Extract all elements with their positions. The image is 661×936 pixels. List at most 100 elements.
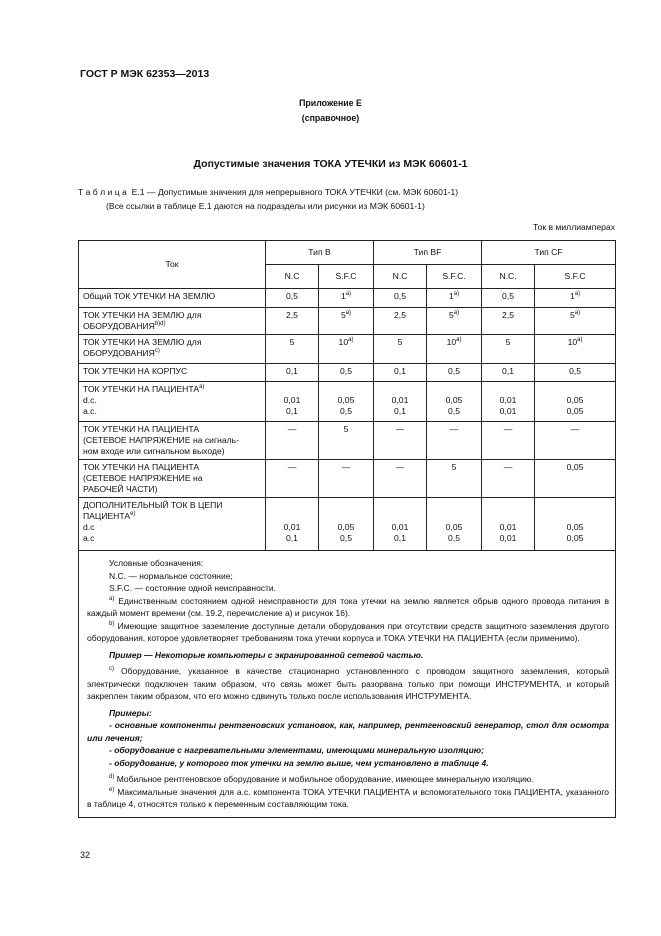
value-text: 0,5 [340,366,352,376]
caption-line-2: (Все ссылки в таблице Е.1 даются на подр… [106,201,425,211]
row-label: ТОК УТЕЧКИ НА ЗЕМЛЮ для ОБОРУДОВАНИЯc) [78,334,266,364]
row-label-line: ДОПОЛНИТЕЛЬНЫЙ ТОК В ЦЕПИ [83,500,261,511]
spacer [486,384,530,395]
value-text: 0,01 0,1 [283,395,301,416]
note-paragraph: S.F.C. — состояние одной неисправности. [87,582,609,595]
value-text: 0,01 0,01 [499,395,517,416]
value-text: — [287,462,297,472]
value-text: 0,01 0,1 [391,395,409,416]
subheader: S.F.C [317,264,375,289]
row-label-line: (СЕТЕВОЕ НАПРЯЖЕНИЕ на [83,473,261,484]
row-label-text: Общий ТОК УТЕЧКИ НА ЗЕМЛЮ [83,291,216,301]
cell-value: 2,5 [265,307,319,335]
cell-value: — [426,421,483,460]
note-paragraph: c) Оборудование, указанное в качестве ст… [87,665,609,703]
note-text: Единственным состоянием одной неисправно… [87,595,610,619]
cell-value: 10a) [534,334,617,364]
row-label: ТОК УТЕЧКИ НА ПАЦИЕНТА (СЕТЕВОЕ НАПРЯЖЕНИ… [78,421,266,460]
cell-value: — [373,421,428,460]
value-text: 0,05 0,5 [337,522,355,543]
note-paragraph: - оборудование с нагревательными элемент… [87,744,609,757]
spacer [270,384,314,395]
subheader-row: N.C S.F.C N.C S.F.C. N.C. S.F.C [79,264,617,289]
cell-value: 0,01 0,01 [481,381,536,422]
group-header: Тип B [264,240,375,265]
value-text: 0,5 [394,291,406,301]
table-caption: Т а б л и ц а Е.1 — Допустимые значения … [78,185,458,213]
row-label-text: ТОК УТЕЧКИ НА ПАЦИЕНТА [83,384,200,394]
cell-value: 0,1 [265,363,319,382]
note-paragraph: b) Имеющие защитное заземление доступные… [87,620,609,645]
cell-value: 0,01 0,1 [373,381,428,422]
row-label-line: ОБОРУДОВАНИЯb)d) [83,321,261,332]
spacer [431,500,477,511]
cell-value: 0,05 0,5 [317,497,375,551]
cell-value: 0,5 [265,288,319,308]
note-paragraph: Условные обозначения: [87,557,609,570]
cell-value: 5 [265,334,319,364]
footnote-ref: a) [345,291,352,298]
cell-value: 5 [317,421,375,460]
row-label: ТОК УТЕЧКИ НА КОРПУС [78,363,266,382]
cell-value: 1a) [534,288,617,308]
cell-value: — [265,421,319,460]
cell-value: 0,1 [481,363,536,382]
footnote-ref: a) [577,337,583,344]
value-text: 2,5 [502,310,514,320]
value-text: 5 [397,337,403,347]
value-text: 0,1 [502,366,514,376]
row-label-text: ТОК УТЕЧКИ НА КОРПУС [83,366,188,376]
spacer [323,500,369,511]
row-label-line: ТОК УТЕЧКИ НА КОРПУС [83,366,261,377]
spacer [378,384,422,395]
cell-value: 1a) [426,288,483,308]
annex-type: (справочное) [301,113,360,123]
row-label-text: d.c [83,522,95,532]
row-label-line: ОБОРУДОВАНИЯc) [83,348,261,359]
cell-value: 0,5 [534,363,617,382]
row-label-text: ПАЦИЕНТА [83,511,131,521]
spacer [378,511,422,522]
row-label-text: ном входе или сигнальном выходе) [83,446,225,456]
row-label: ТОК УТЕЧКИ НА ЗЕМЛЮ для ОБОРУДОВАНИЯb)d) [78,307,266,335]
value-text: 1 [340,291,346,301]
table-row: ДОПОЛНИТЕЛЬНЫЙ ТОК В ЦЕПИ ПАЦИЕНТАe) d.c a… [78,497,617,551]
spacer [323,511,369,522]
spacer [431,511,477,522]
value-text: 10 [446,337,457,347]
row-label-line: РАБОЧЕЙ ЧАСТИ) [83,484,261,495]
row-label-line: d.c. [83,395,261,406]
value-text: 5 [289,337,295,347]
row-label-line: ном входе или сигнальном выходе) [83,446,261,457]
table-row: ТОК УТЕЧКИ НА ПАЦИЕНТАa) d.c. a.c. 0,01 0,1… [78,381,617,422]
cell-value: 0,01 0,1 [265,497,319,551]
value-text: 5 [505,337,511,347]
note-paragraph: d) Мобильное рентгеновское оборудование … [87,773,609,786]
table-row: Общий ТОК УТЕЧКИ НА ЗЕМЛЮ 0,5 1a) 0,5 1a) 0,5… [78,288,617,308]
page-title: Допустимые значения ТОКА УТЕЧКИ из МЭК 6… [193,158,468,170]
row-label-text: ОБОРУДОВАНИЯ [83,348,155,358]
value-text: 2,5 [394,310,406,320]
cell-value: 10a) [426,334,483,364]
value-text: 0,5 [502,291,514,301]
footnote-ref: a) [574,291,581,298]
row-label-text: ТОК УТЕЧКИ НА ЗЕМЛЮ для [83,310,202,320]
cell-value: 0,05 0,5 [317,381,375,422]
value-text: 0,01 0,01 [499,522,517,543]
cell-value: 5 [373,334,428,364]
value-text: — [395,462,405,472]
value-text: — [395,424,405,434]
value-text: 5 [451,462,457,472]
row-label-text: РАБОЧЕЙ ЧАСТИ) [83,484,158,494]
cell-value: 0,05 [534,459,617,498]
table-row: ТОК УТЕЧКИ НА КОРПУС 0,1 0,5 0,1 0,5 0,1 0,5 [78,363,617,382]
cell-value: 0,05 0,5 [426,497,483,551]
footnote-marker: c) [109,666,114,673]
note-text: N.C. — нормальное состояние; [109,570,233,581]
row-label-line: d.c [83,522,261,533]
row-label-line: ТОК УТЕЧКИ НА ЗЕМЛЮ для [83,337,261,348]
subheader: N.C [373,264,428,289]
note-text: - оборудование с нагревательными элемент… [109,745,484,755]
cell-value: 0,5 [481,288,536,308]
footnote-marker: e) [109,786,115,793]
